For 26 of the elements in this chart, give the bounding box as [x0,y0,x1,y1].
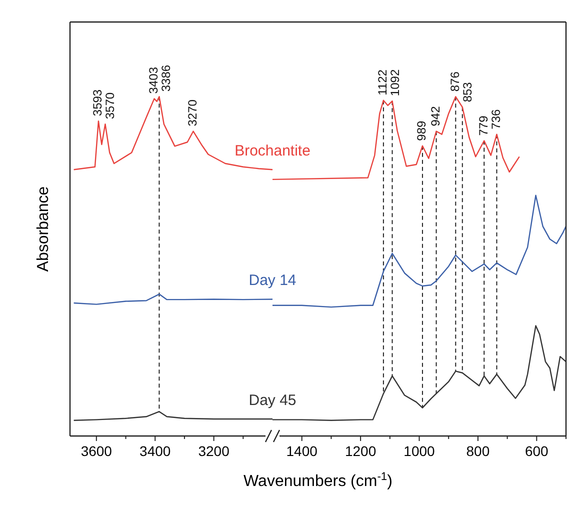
annotation: 3403 [146,66,160,94]
series-label: Day 14 [248,272,296,290]
x-tick-label: 3400 [140,443,171,459]
annotation: 3593 [90,89,105,116]
annotation: 736 [488,108,503,130]
x-tick-label: 3200 [198,443,230,459]
series-label: Day 45 [248,392,296,410]
x-tick-label: 1200 [344,443,376,459]
x-tick-label: 1000 [404,443,436,459]
x-axis-title: Wavenumbers (cm$^{-1}$) [244,471,392,490]
annotation: 1122 [376,69,390,96]
annotation: 876 [448,71,462,92]
annotation: 853 [460,82,474,102]
annotation: 3386 [158,64,173,92]
annotation: 3270 [185,99,200,126]
series-label: Brochantite [234,142,310,160]
x-tick-label: 800 [466,443,490,459]
annotation: 779 [476,115,490,136]
annotation: 942 [428,106,442,126]
annotation: 3570 [103,92,118,120]
x-tick-label: 3600 [80,443,112,459]
annotation: 989 [414,120,429,141]
x-tick-label: 1400 [286,443,318,459]
annotation: 1092 [388,69,402,96]
x-tick-label: 600 [524,443,549,459]
y-axis-title: Absorbance [35,186,52,272]
